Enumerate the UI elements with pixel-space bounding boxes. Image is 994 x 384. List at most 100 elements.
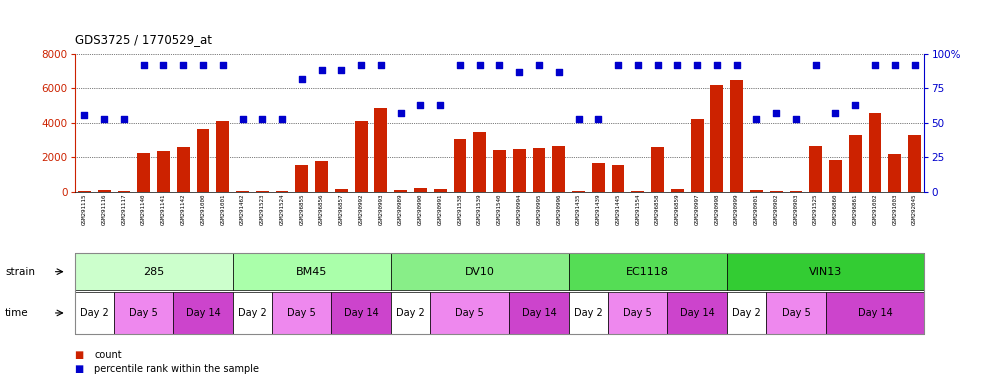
Point <box>235 116 250 122</box>
Point <box>373 62 389 68</box>
Text: GSM290993: GSM290993 <box>379 194 384 225</box>
Bar <box>849 135 862 192</box>
Text: ■: ■ <box>75 364 83 374</box>
Point <box>77 111 92 118</box>
Text: GSM296857: GSM296857 <box>339 194 344 225</box>
Bar <box>414 188 426 192</box>
Text: time: time <box>5 308 29 318</box>
Point <box>729 62 745 68</box>
Text: VIN13: VIN13 <box>809 266 842 277</box>
Bar <box>869 113 882 192</box>
Text: GSM296859: GSM296859 <box>675 194 680 225</box>
Bar <box>493 150 506 192</box>
Point <box>907 62 922 68</box>
Point <box>511 69 527 75</box>
Text: ■: ■ <box>75 350 83 360</box>
Text: GSM292045: GSM292045 <box>912 194 917 225</box>
Point <box>531 62 547 68</box>
Bar <box>631 191 644 192</box>
Text: Day 5: Day 5 <box>781 308 810 318</box>
Text: strain: strain <box>5 266 35 277</box>
Text: GSM296858: GSM296858 <box>655 194 660 225</box>
Bar <box>453 139 466 192</box>
Text: GSM291462: GSM291462 <box>240 194 246 225</box>
Bar <box>829 160 842 192</box>
Text: Day 2: Day 2 <box>80 308 108 318</box>
Bar <box>117 190 130 192</box>
Point <box>551 69 567 75</box>
Point <box>571 116 586 122</box>
Text: Day 2: Day 2 <box>238 308 266 318</box>
Point <box>333 67 349 73</box>
Text: DV10: DV10 <box>465 266 495 277</box>
Bar <box>909 135 921 192</box>
Bar <box>573 191 584 192</box>
Text: percentile rank within the sample: percentile rank within the sample <box>94 364 259 374</box>
Text: GSM290997: GSM290997 <box>695 194 700 225</box>
Bar <box>157 151 170 192</box>
Text: GSM296856: GSM296856 <box>319 194 324 225</box>
Point <box>492 62 508 68</box>
Bar <box>789 190 802 192</box>
Bar <box>255 191 268 192</box>
Bar <box>395 190 408 192</box>
Point <box>669 62 685 68</box>
Text: GSM291115: GSM291115 <box>82 194 86 225</box>
Bar <box>237 190 248 192</box>
Bar <box>513 149 526 192</box>
Bar <box>691 119 704 192</box>
Text: Day 14: Day 14 <box>680 308 715 318</box>
Point <box>294 76 310 82</box>
Point <box>314 67 330 73</box>
Point <box>828 110 844 116</box>
Text: GSM291439: GSM291439 <box>595 194 600 225</box>
Bar <box>711 85 724 192</box>
Text: BM45: BM45 <box>296 266 327 277</box>
Text: Day 5: Day 5 <box>623 308 652 318</box>
Text: GSM290901: GSM290901 <box>753 194 759 225</box>
Point <box>136 62 152 68</box>
Point <box>472 62 488 68</box>
Text: Day 14: Day 14 <box>344 308 379 318</box>
Point <box>274 116 290 122</box>
Text: GSM291445: GSM291445 <box>615 194 620 225</box>
Point <box>393 110 409 116</box>
Point <box>175 62 191 68</box>
Bar <box>769 190 782 192</box>
Point <box>610 62 626 68</box>
Text: Day 5: Day 5 <box>287 308 316 318</box>
Text: GSM290998: GSM290998 <box>715 194 720 225</box>
Text: Day 2: Day 2 <box>397 308 424 318</box>
Bar <box>315 161 328 192</box>
Point <box>808 62 824 68</box>
Point <box>413 102 428 108</box>
Text: GSM291002: GSM291002 <box>873 194 878 225</box>
Bar <box>295 165 308 192</box>
Text: GSM290989: GSM290989 <box>399 194 404 225</box>
Point <box>867 62 883 68</box>
Text: GDS3725 / 1770529_at: GDS3725 / 1770529_at <box>75 33 212 46</box>
Bar <box>809 146 822 192</box>
Point <box>353 62 369 68</box>
Bar <box>750 190 762 192</box>
Text: GSM296855: GSM296855 <box>299 194 304 225</box>
Text: Day 14: Day 14 <box>522 308 557 318</box>
Text: GSM291116: GSM291116 <box>101 194 106 225</box>
Text: GSM290994: GSM290994 <box>517 194 522 225</box>
Point <box>748 116 764 122</box>
Bar <box>591 163 604 192</box>
Text: GSM291540: GSM291540 <box>497 194 502 225</box>
Bar <box>375 108 388 192</box>
Point <box>590 116 606 122</box>
Bar <box>671 189 684 192</box>
Text: Day 2: Day 2 <box>575 308 602 318</box>
Text: GSM290995: GSM290995 <box>537 194 542 225</box>
Text: GSM290991: GSM290991 <box>437 194 442 225</box>
Bar <box>97 190 110 192</box>
Text: Day 2: Day 2 <box>733 308 761 318</box>
Bar <box>197 129 210 192</box>
Text: GSM296861: GSM296861 <box>853 194 858 225</box>
Text: GSM291554: GSM291554 <box>635 194 640 225</box>
Point <box>254 116 270 122</box>
Text: Day 14: Day 14 <box>858 308 893 318</box>
